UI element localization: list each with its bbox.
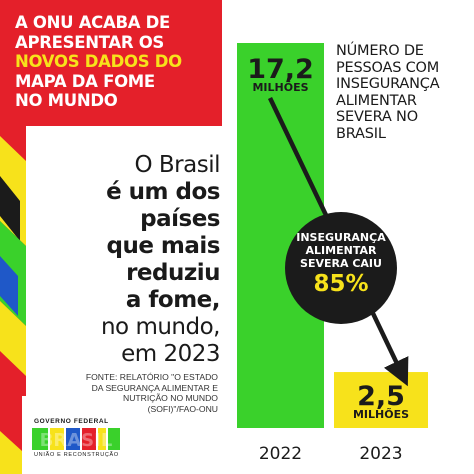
- headline-banner: A ONU ACABA DE APRESENTAR OS NOVOS DADOS…: [0, 0, 222, 126]
- badge-text: INSEGURANÇA: [296, 231, 386, 244]
- headline-line: A ONU ACABA DE: [15, 13, 170, 32]
- statement-line: no mundo,: [100, 314, 221, 340]
- headline-line: APRESENTAR OS: [15, 32, 165, 52]
- statement-line: países: [140, 206, 220, 232]
- logo-brasil-wordmark: BRASIL: [32, 428, 120, 451]
- statement-line: a fome,: [125, 287, 221, 313]
- source-line: DA SEGURANÇA ALIMENTAR E: [91, 382, 218, 393]
- source-line: (SOFI)"/FAO-ONU: [147, 403, 218, 414]
- government-logo: GOVERNO FEDERAL BRASIL UNIÃO E RECONSTRU…: [26, 418, 136, 470]
- data-label-value: 17,2: [247, 54, 314, 85]
- badge-text: SEVERA CAIU: [300, 257, 382, 270]
- badge-text: ALIMENTAR: [305, 244, 377, 257]
- badge-value: 85%: [313, 271, 369, 297]
- statement-line: que mais: [106, 233, 220, 259]
- data-label-value: 2,5: [357, 381, 405, 412]
- category-label: 2022: [259, 444, 302, 464]
- chart-title-line: ALIMENTAR: [336, 92, 417, 109]
- logo-gov-text: GOVERNO FEDERAL: [34, 418, 109, 425]
- headline-line-highlight: NOVOS DADOS DO: [15, 52, 182, 71]
- headline-line: NO MUNDO: [15, 91, 118, 110]
- main-statement: O Brasil é um dos países que mais reduzi…: [30, 152, 221, 368]
- statement-line: O Brasil: [134, 152, 220, 178]
- data-label-unit: MILHÕES: [353, 408, 409, 421]
- reduction-badge: INSEGURANÇA ALIMENTAR SEVERA CAIU 85%: [285, 212, 397, 324]
- logo-brasil-text: BRASIL: [40, 430, 113, 451]
- decorative-stripes-bottom: [0, 396, 22, 474]
- statement-line: reduziu: [126, 260, 220, 286]
- bar-2023: [334, 372, 428, 428]
- logo-sub-text: UNIÃO E RECONSTRUÇÃO: [34, 452, 119, 458]
- source-line: NUTRIÇÃO NO MUNDO: [122, 393, 218, 404]
- decorative-stripes: [0, 126, 26, 396]
- chart-title-line: SEVERA NO: [336, 109, 418, 125]
- data-label-unit: MILHÕES: [252, 81, 308, 94]
- chart-title-line: NÚMERO DE: [336, 43, 424, 59]
- chart-title: NÚMERO DE PESSOAS COM INSEGURANÇA ALIMEN…: [336, 43, 470, 142]
- category-label: 2023: [359, 444, 402, 464]
- statement-line: em 2023: [121, 341, 220, 367]
- source-note: FONTE: RELATÓRIO "O ESTADO DA SEGURANÇA …: [40, 372, 218, 414]
- source-line: FONTE: RELATÓRIO "O ESTADO: [85, 372, 218, 382]
- statement-line: é um dos: [106, 179, 220, 205]
- chart-title-line: BRASIL: [336, 125, 386, 142]
- chart-title-line: PESSOAS COM: [336, 59, 440, 76]
- chart-title-line: INSEGURANÇA: [336, 76, 440, 92]
- headline-line: MAPA DA FOME: [15, 71, 155, 91]
